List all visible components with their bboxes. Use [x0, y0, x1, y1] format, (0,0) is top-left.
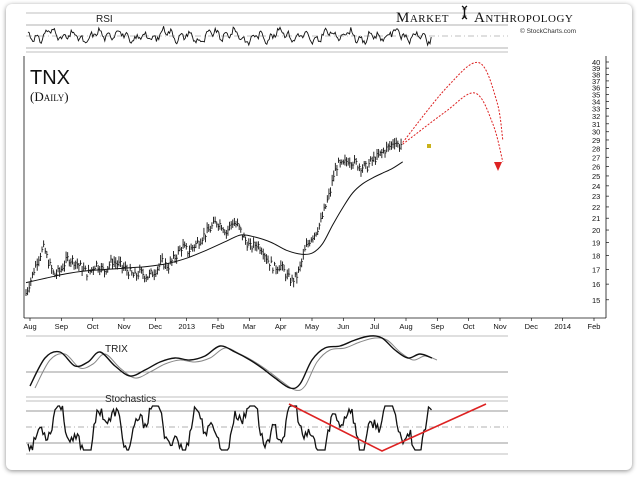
- price-panel: TNX (Daily) 15 16 17 18 19 20 21 22 232425262728…: [23, 56, 609, 331]
- brand: Market Anthropology © StockCharts.com: [396, 5, 576, 35]
- brand-anthropology: Anthropology: [474, 10, 573, 26]
- divergence-lines: [288, 403, 487, 452]
- y-tick-label: 23: [592, 192, 600, 201]
- x-tick-label: Mar: [243, 322, 256, 331]
- stochastics-label: Stochastics: [105, 394, 156, 405]
- stochastics-line: [27, 405, 432, 453]
- trix-panel: TRIX: [26, 335, 508, 398]
- chart-frame: [6, 4, 632, 470]
- y-tick-label: 40: [592, 58, 600, 67]
- projection-lower-line: [402, 92, 504, 162]
- rsi-label: RSI: [96, 14, 113, 25]
- moving-average-line: [25, 161, 403, 284]
- y-tick-label: 15: [592, 296, 600, 305]
- y-tick-label: 16: [592, 280, 600, 289]
- chart-title: TNX: [30, 67, 70, 89]
- trix-label: TRIX: [105, 344, 128, 355]
- trix-signal-line: [34, 337, 438, 391]
- rsi-line: [27, 26, 432, 47]
- trix-line: [29, 335, 433, 390]
- x-tick-label: Dec: [525, 322, 539, 331]
- x-tick-label: Sep: [431, 322, 444, 331]
- brand-source: © StockCharts.com: [520, 27, 576, 35]
- x-tick-label: Feb: [588, 322, 601, 331]
- x-tick-label: Nov: [493, 322, 507, 331]
- x-axis-ticks: Aug Sep Oct Nov Dec 2013 Feb Mar Apr May Jun Jul Aug…: [23, 318, 600, 331]
- y-tick-label: 30: [592, 128, 600, 137]
- chart-subtitle: (Daily): [30, 89, 69, 104]
- x-tick-label: 2013: [178, 322, 195, 331]
- y-tick-label: 24: [592, 182, 600, 191]
- x-tick-label: Nov: [117, 322, 131, 331]
- x-tick-label: Jul: [370, 322, 380, 331]
- stochastics-panel: Stochastics: [26, 394, 508, 455]
- x-tick-label: Dec: [149, 322, 163, 331]
- y-tick-label: 20: [592, 226, 600, 235]
- y-tick-label: 27: [592, 153, 600, 162]
- y-tick-label: 36: [592, 84, 600, 93]
- y-axis-ticks: 15 16 17 18 19 20 21 22 232425262728293031323334…: [592, 58, 609, 305]
- y-tick-label: 35: [592, 90, 600, 99]
- dna-icon: [461, 5, 468, 20]
- y-tick-label: 25: [592, 172, 600, 181]
- y-tick-label: 18: [592, 252, 600, 261]
- price-bars: [25, 137, 403, 296]
- x-tick-label: Jun: [337, 322, 349, 331]
- x-tick-label: 2014: [554, 322, 571, 331]
- brand-market: Market: [396, 10, 449, 26]
- y-tick-label: 28: [592, 144, 600, 153]
- projection-arrow-icon: [494, 162, 502, 171]
- y-tick-label: 17: [592, 265, 600, 274]
- rsi-panel: RSI: [26, 12, 508, 53]
- y-tick-label: 34: [592, 97, 600, 106]
- y-tick-label: 37: [592, 77, 600, 86]
- y-tick-label: 39: [592, 64, 600, 73]
- y-tick-label: 32: [592, 112, 600, 121]
- x-tick-label: Feb: [212, 322, 225, 331]
- projection-upper-line: [402, 61, 504, 143]
- y-tick-label: 29: [592, 136, 600, 145]
- x-tick-label: May: [305, 322, 319, 331]
- x-tick-label: Oct: [463, 322, 476, 331]
- y-tick-label: 38: [592, 70, 600, 79]
- x-tick-label: Aug: [23, 322, 36, 331]
- x-tick-label: Aug: [399, 322, 412, 331]
- y-tick-label: 21: [592, 214, 600, 223]
- x-tick-label: Sep: [55, 322, 68, 331]
- x-tick-label: Apr: [275, 322, 287, 331]
- x-tick-label: Oct: [87, 322, 100, 331]
- y-tick-label: 33: [592, 105, 600, 114]
- y-tick-label: 26: [592, 162, 600, 171]
- last-price-marker: [427, 144, 431, 148]
- y-tick-label: 19: [592, 238, 600, 247]
- y-tick-label: 31: [592, 120, 600, 129]
- y-tick-label: 22: [592, 203, 600, 212]
